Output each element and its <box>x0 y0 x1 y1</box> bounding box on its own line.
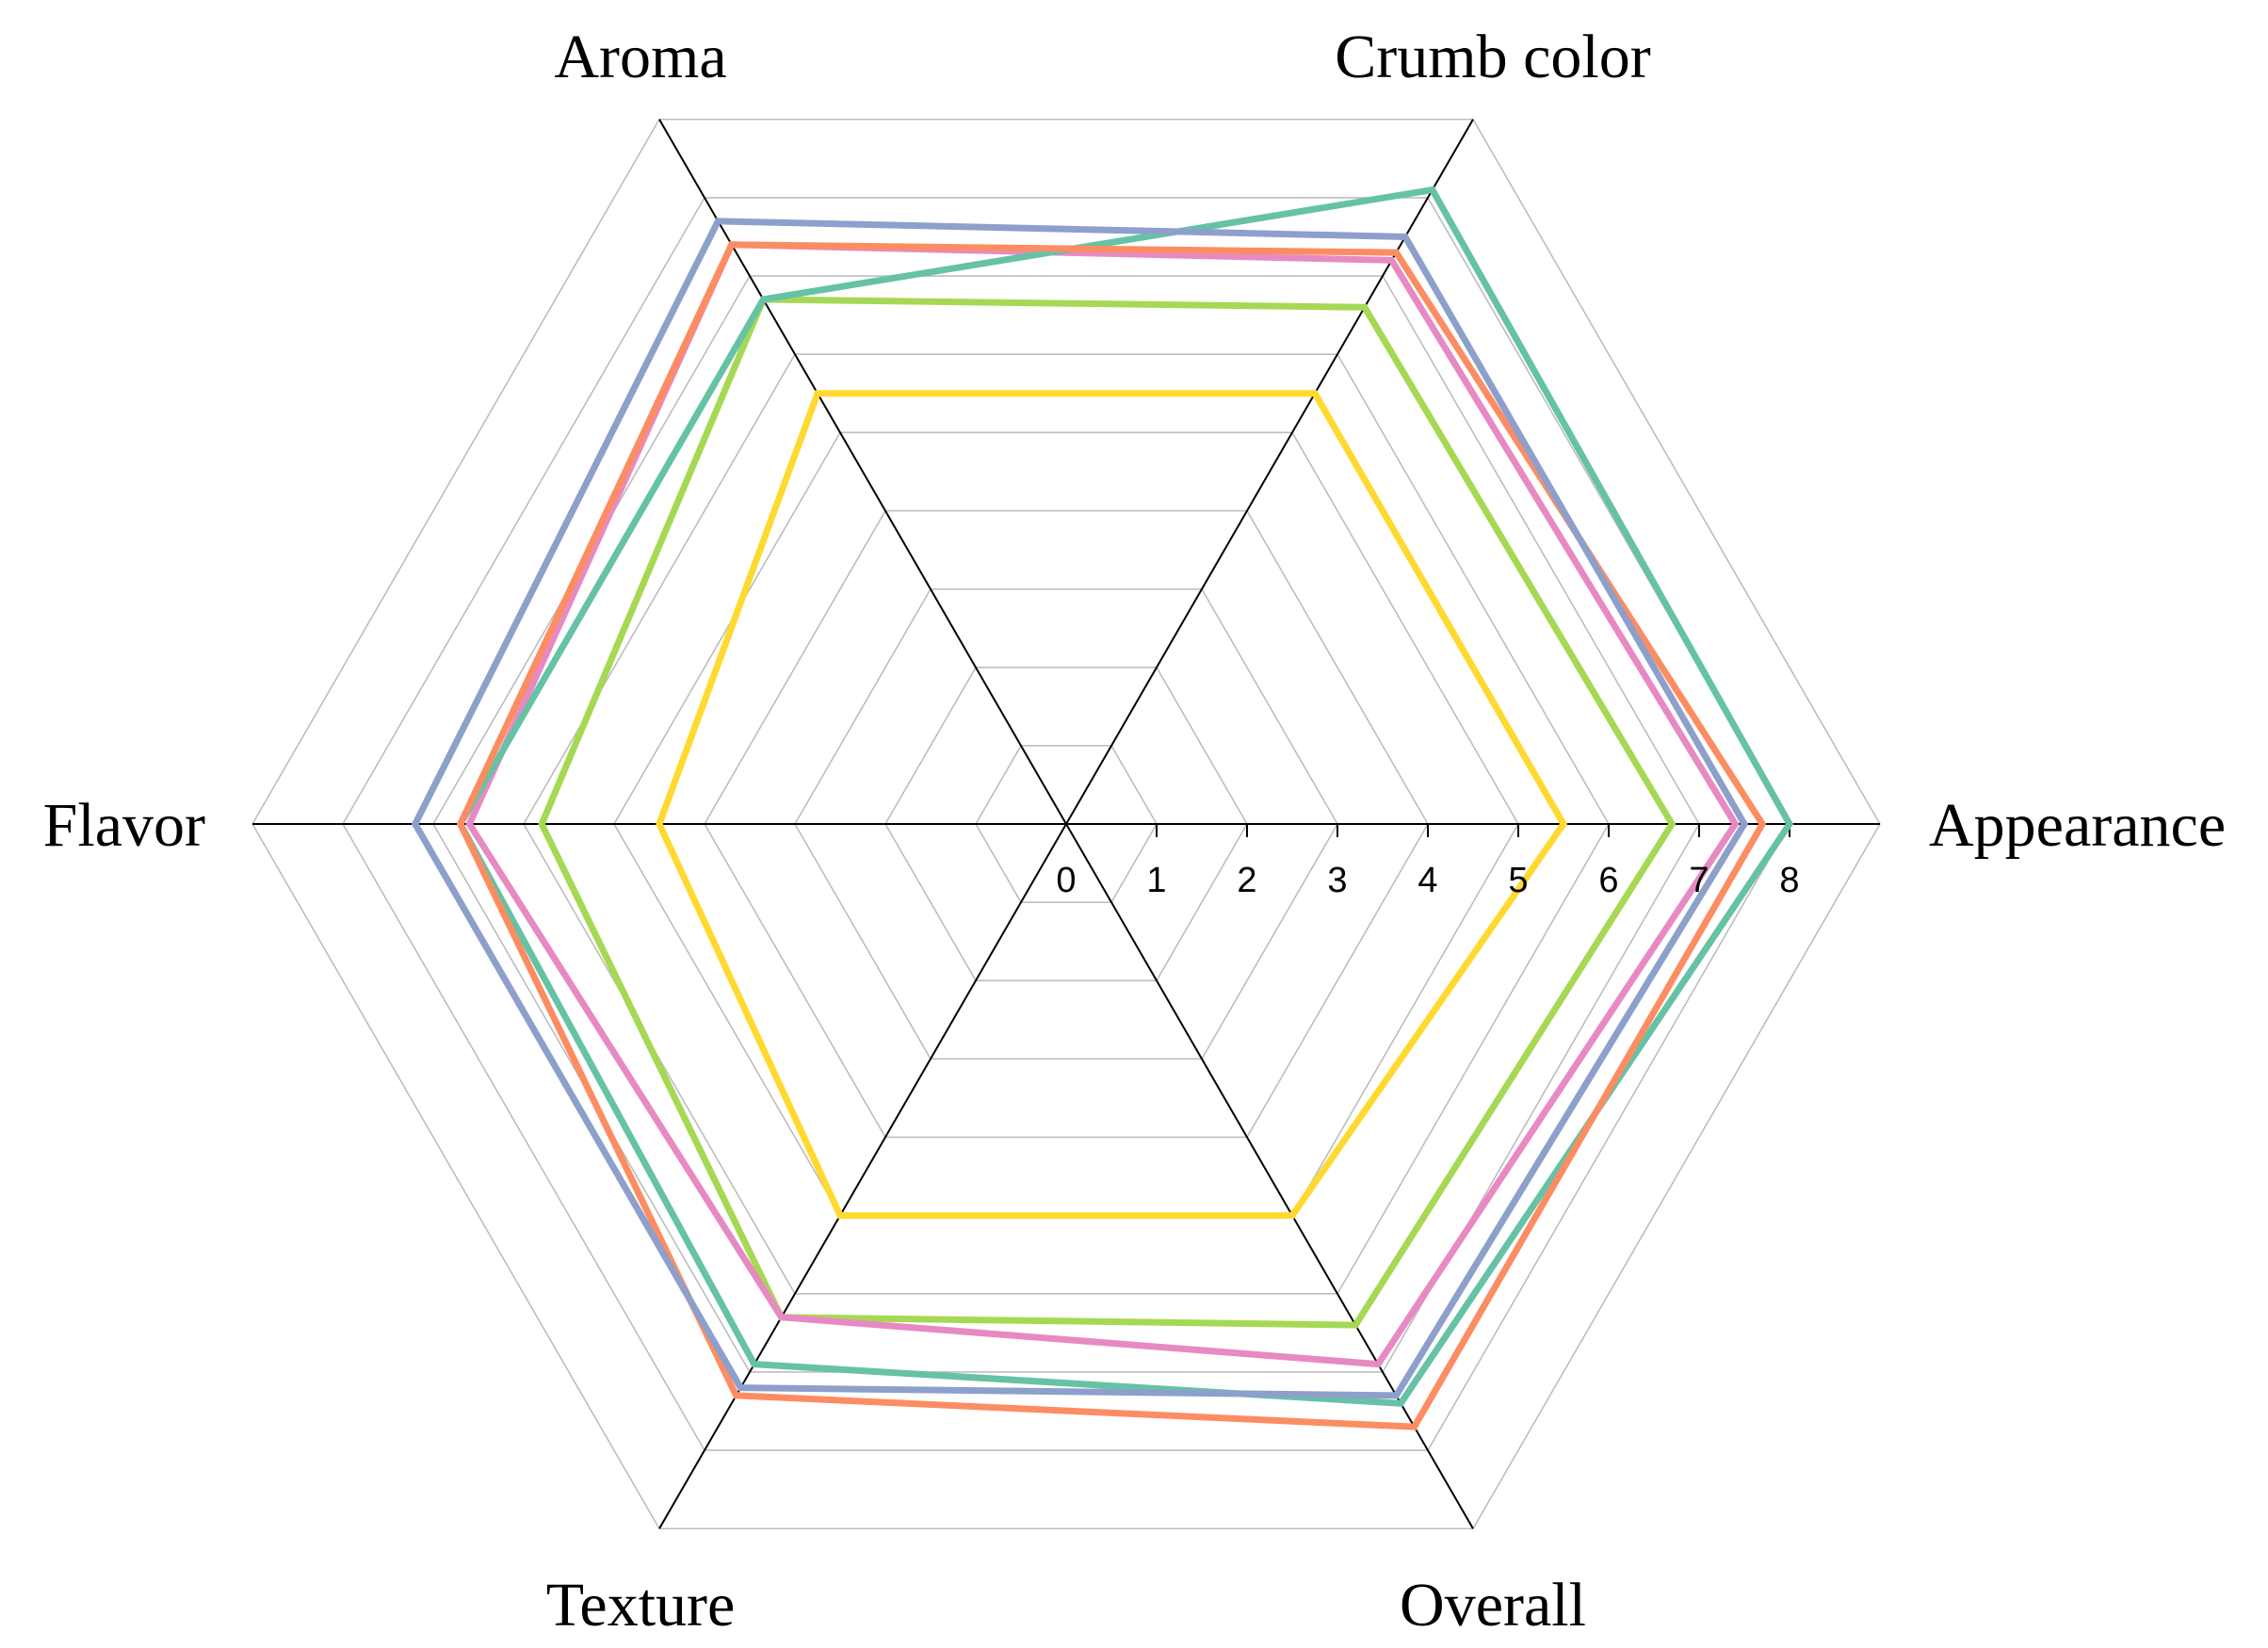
tick-labels: 0 1 2 3 4 5 6 7 8 <box>1056 861 1799 900</box>
axis-label-texture: Texture <box>546 1571 736 1640</box>
axis-label-appearance: Appearance <box>1929 791 2226 860</box>
axis-line-aroma <box>658 119 1474 1529</box>
series-line-6 <box>411 218 1749 1399</box>
series-line-3 <box>465 241 1740 1368</box>
series-line-2 <box>538 296 1677 1329</box>
tick-label-3: 3 <box>1327 861 1347 900</box>
tick-label-5: 5 <box>1508 861 1528 900</box>
axes <box>252 119 1880 1529</box>
axis-label-flavor: Flavor <box>43 791 205 860</box>
series-line-1 <box>656 390 1568 1220</box>
tick-label-4: 4 <box>1418 861 1437 900</box>
series-group <box>411 186 1794 1430</box>
series-line-4 <box>456 186 1794 1407</box>
series-line-5 <box>456 241 1767 1430</box>
axis-label-overall: Overall <box>1400 1571 1586 1640</box>
tick-label-0: 0 <box>1056 861 1076 900</box>
tick-label-7: 7 <box>1689 861 1709 900</box>
axis-labels: Appearance Crumb color Aroma Flavor Texture O… <box>43 23 2226 1640</box>
tick-label-1: 1 <box>1146 861 1166 900</box>
axis-label-crumb-color: Crumb color <box>1335 23 1650 91</box>
tick-label-6: 6 <box>1598 861 1618 900</box>
axis-label-aroma: Aroma <box>554 23 726 91</box>
tick-label-8: 8 <box>1779 861 1799 900</box>
tick-label-2: 2 <box>1237 861 1256 900</box>
